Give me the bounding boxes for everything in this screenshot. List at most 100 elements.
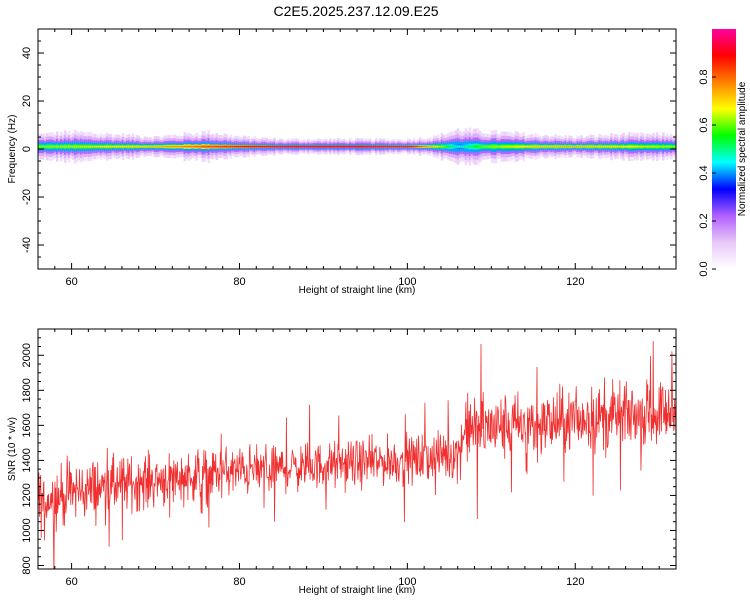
spectrogram-cell: [159, 145, 163, 148]
spectrogram-cell: [442, 145, 446, 148]
spectrogram-cell: [536, 145, 540, 148]
spectrogram-cell: [490, 145, 494, 148]
spectrogram-cell: [514, 145, 518, 148]
spectrogram-cell: [247, 145, 250, 148]
spectrogram-cell: [408, 146, 412, 148]
spectrogram-cell: [456, 145, 460, 148]
spectrogram-y-axis-label: Frequency (Hz): [7, 115, 18, 184]
spectrogram-cell: [538, 145, 542, 148]
spectrogram-cell: [185, 145, 189, 148]
spectrogram-cell: [41, 145, 45, 148]
spectrogram-cell: [107, 145, 111, 148]
spectrogram-cell: [59, 145, 63, 148]
spectrogram-cell: [640, 145, 643, 148]
spectrogram-cell: [163, 145, 167, 148]
spectrogram-cell: [115, 145, 119, 148]
spectrogram-cell: [454, 145, 458, 148]
spectrogram-cell: [418, 145, 422, 148]
spectrogram-cell: [181, 145, 185, 148]
spectrogram-cell: [422, 146, 426, 148]
spectrogram-cell: [660, 145, 663, 148]
spectrogram-cell: [111, 145, 115, 148]
spectrogram-cell: [452, 145, 456, 148]
spectrogram-cell: [480, 145, 484, 148]
colorbar-tick-label: 0.4: [698, 165, 710, 180]
spectrogram-cell: [81, 145, 85, 148]
spectrogram-cell: [446, 145, 450, 148]
spectrogram-cell: [596, 145, 599, 148]
spectrogram-cell: [566, 145, 569, 148]
spectrogram-cell: [193, 145, 197, 148]
spectrogram-cell: [632, 145, 635, 148]
spectrogram-cell: [360, 145, 364, 148]
spectrogram-cell: [91, 145, 95, 148]
spectrogram-cell: [117, 145, 121, 148]
spectrogram-cell: [572, 146, 575, 148]
spectrogram-cell: [319, 146, 322, 148]
spectrogram-cell: [337, 146, 340, 148]
figure-title: C2E5.2025.237.12.09.E25: [273, 3, 438, 19]
spectrogram-cell: [526, 145, 530, 148]
spectrogram-cell: [424, 146, 428, 148]
spectrogram-cell: [532, 145, 536, 148]
spectrogram-cell: [137, 145, 141, 148]
spectrogram-cell: [368, 146, 372, 148]
spectrogram-cell: [233, 145, 236, 148]
spectrogram-cell: [574, 146, 577, 148]
spectrogram-cell: [155, 145, 159, 148]
spectrogram-cell: [87, 145, 91, 148]
spectrogram-cell: [57, 145, 61, 148]
spectrogram-cell: [504, 145, 508, 148]
spectrogram-cell: [307, 146, 310, 148]
spectrogram-cell: [199, 145, 203, 148]
spectrogram-cell: [494, 145, 498, 148]
spectrogram-cell: [398, 146, 402, 148]
spectrogram-cell: [474, 145, 478, 148]
spectrogram-cell: [149, 145, 153, 148]
spectrogram-cell: [358, 146, 362, 148]
spectrogram-cell: [51, 145, 55, 148]
spectrogram-cell: [63, 145, 67, 148]
spectrogram-cell: [39, 145, 43, 148]
spectrogram-cell: [67, 145, 71, 148]
spectrogram-cell: [103, 145, 107, 148]
spectrogram-cell: [656, 145, 659, 148]
spectrogram-cell: [55, 145, 59, 148]
spectrogram-cell: [428, 145, 432, 148]
spectrogram-cell: [237, 145, 240, 148]
spectrogram-cell: [584, 145, 587, 148]
spectrogram-cell: [305, 146, 308, 148]
spectrogram-cell: [636, 145, 639, 148]
spectrogram-cell: [410, 146, 414, 148]
spectrogram-cell: [341, 146, 344, 148]
spectrogram-cell: [105, 145, 109, 148]
spectrogram-cell: [650, 145, 653, 148]
spectrogram-cell: [189, 145, 193, 148]
spectrogram-cell: [500, 145, 504, 148]
x-tick-label: 80: [233, 276, 245, 288]
spectrogram-cell: [71, 145, 75, 148]
spectrogram-cell: [281, 146, 284, 148]
spectrogram-cell: [570, 145, 573, 148]
spectrogram-cell: [440, 145, 444, 148]
spectrogram-cell: [576, 145, 579, 148]
snr-axes: 60 80 100 120 800 1000 1200 1400 1600 1800 2000: [21, 328, 677, 588]
spectrogram-cell: [644, 145, 647, 148]
spectrogram-cell: [283, 146, 286, 148]
spectrogram-cell: [564, 145, 567, 148]
spectrogram-cell: [141, 145, 145, 148]
spectrogram-cell: [259, 146, 262, 148]
spectrogram-cell: [444, 145, 448, 148]
spectrogram-cell: [674, 145, 676, 148]
x-tick-label: 60: [65, 576, 77, 588]
spectrogram-cell: [402, 146, 406, 148]
spectrogram-x-axis-label: Height of straight line (km): [299, 285, 416, 296]
spectrogram-cell: [329, 146, 332, 148]
colorbar: 0.0 0.2 0.4 0.6 0.8 Normalized spectral ampl…: [698, 29, 748, 277]
spectrogram-cell: [450, 145, 454, 148]
spectrogram-cell: [303, 146, 306, 148]
spectrogram-cell: [139, 145, 143, 148]
spectrogram-cell: [618, 145, 621, 148]
colorbar-tick-label: 0.0: [698, 261, 710, 276]
spectrogram-frame: [37, 28, 677, 270]
